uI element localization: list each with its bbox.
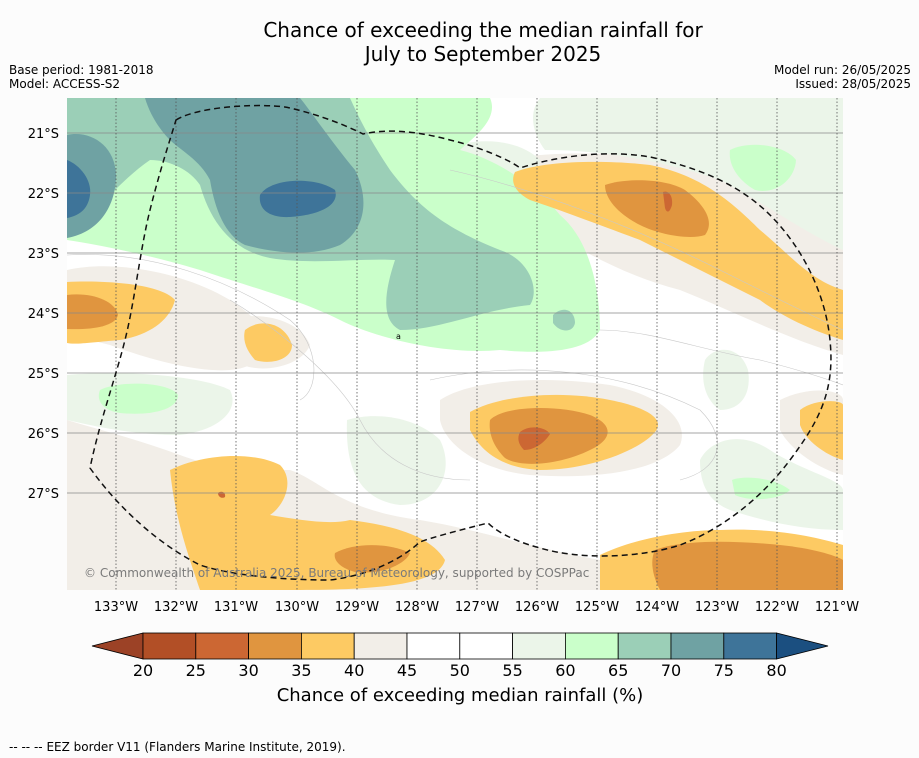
colorbar-tick-label: 50	[450, 661, 470, 680]
lat-label: 27°S	[28, 487, 59, 502]
rain-area-55-60-east	[703, 349, 749, 410]
colorbar-tick-label: 70	[661, 661, 681, 680]
colorbar-segment	[195, 632, 250, 660]
colorbar-segment	[300, 632, 355, 660]
lat-label: 24°S	[28, 307, 59, 322]
contour-line	[429, 369, 718, 481]
colorbar-segment	[565, 632, 619, 660]
copyright-notice: © Commonwealth of Australia 2025, Bureau…	[84, 566, 589, 580]
colorbar-tick-label: 35	[291, 661, 311, 680]
rain-area-55-60-northeast	[533, 98, 843, 250]
lon-label: 128°W	[395, 600, 439, 615]
rain-area-60-65-northeast	[729, 144, 796, 191]
colorbar-tick-label: 40	[344, 661, 364, 680]
colorbar-tick-label: 30	[238, 661, 258, 680]
contour-lines	[67, 169, 843, 481]
colorbar-segment	[459, 632, 513, 660]
lat-label: 25°S	[28, 367, 59, 382]
colorbar-tick-label: 65	[608, 661, 628, 680]
contour-line	[229, 299, 471, 481]
colorbar-extend-high	[776, 632, 829, 660]
longitude-grid	[115, 98, 838, 590]
footer-legend: -- -- -- EEZ border V11 (Flanders Marine…	[9, 740, 346, 754]
eez-legend-text: EEZ border V11 (Flanders Marine Institut…	[46, 740, 346, 754]
rain-area-75-80-center	[259, 180, 336, 218]
base-period: Base period: 1981-2018	[9, 63, 154, 77]
colorbar-tick-label: 75	[714, 661, 734, 680]
colorbar-extend-low	[91, 632, 144, 660]
contour-line	[449, 169, 843, 331]
model-run: Model run: 26/05/2025	[773, 63, 911, 77]
lon-label: 132°W	[154, 600, 198, 615]
colorbar-segment	[248, 632, 302, 660]
lat-label: 22°S	[28, 187, 59, 202]
colorbar-segment	[512, 632, 566, 660]
contour-label: a	[396, 332, 401, 341]
lon-label: 127°W	[455, 600, 499, 615]
colorbar-title: Chance of exceeding median rainfall (%)	[276, 685, 644, 706]
lon-label: 123°W	[695, 600, 739, 615]
eez-legend-symbol: -- -- --	[9, 740, 43, 754]
lat-label: 21°S	[28, 127, 59, 142]
colorbar-tick-label: 55	[502, 661, 522, 680]
colorbar-tick-label: 45	[397, 661, 417, 680]
lon-label: 122°W	[755, 600, 799, 615]
title-line-2: July to September 2025	[364, 42, 602, 66]
rain-area-65-70-small	[553, 309, 575, 331]
rain-area-35-40-west2	[244, 323, 292, 362]
lon-label: 133°W	[94, 600, 138, 615]
lon-label: 124°W	[635, 600, 679, 615]
rain-75-80-areas	[67, 160, 336, 218]
contour-line	[67, 254, 315, 401]
issued-date: Issued: 28/05/2025	[795, 77, 911, 91]
colorbar-tick-label: 80	[766, 661, 786, 680]
rain-area-35-40-northeast	[513, 161, 843, 340]
rain-area-75-80-west	[67, 160, 91, 218]
rain-area-25-30-northeast	[663, 191, 673, 212]
rain-area-60-65-southeast	[732, 477, 790, 500]
lat-label: 26°S	[28, 427, 59, 442]
lon-label: 130°W	[275, 600, 319, 615]
latitude-grid	[67, 132, 843, 494]
lat-label: 23°S	[28, 247, 59, 262]
eez-border	[89, 104, 832, 581]
colorbar-segment	[723, 632, 777, 660]
rain-area-30-35-southeast	[652, 541, 843, 590]
lon-label: 125°W	[575, 600, 619, 615]
rain-area-35-40-east	[800, 401, 843, 460]
lon-label: 131°W	[214, 600, 258, 615]
contour-line	[599, 329, 843, 386]
rain-area-30-35-northeast	[605, 180, 709, 237]
rain-area-30-35-south	[334, 545, 410, 573]
lon-label: 129°W	[335, 600, 379, 615]
lon-label: 126°W	[515, 600, 559, 615]
meta-left: Base period: 1981-2018 Model: ACCESS-S2	[9, 63, 154, 91]
colorbar-segment	[670, 632, 725, 660]
model-name: Model: ACCESS-S2	[9, 77, 121, 91]
colorbar	[91, 632, 829, 660]
lon-label: 121°W	[815, 600, 859, 615]
meta-right: Model run: 26/05/2025 Issued: 28/05/2025	[774, 63, 911, 91]
latitude-labels: 21°S 22°S 23°S 24°S 25°S 26°S 27°S	[28, 127, 59, 502]
colorbar-segment	[617, 632, 672, 660]
colorbar-tick-label: 25	[186, 661, 206, 680]
title-line-1: Chance of exceeding the median rainfall …	[263, 18, 703, 42]
colorbar-tick-label: 60	[555, 661, 575, 680]
colorbar-tick-labels: 20 25 30 35 40 45 50 55 60 65 70 75 80	[133, 661, 787, 680]
longitude-labels: 133°W 132°W 131°W 130°W 129°W 128°W 127°…	[94, 600, 859, 615]
map-area: a © Commonwealth of Australia 2025, Bure…	[67, 98, 843, 590]
colorbar-tick-label: 20	[133, 661, 153, 680]
rain-area-30-35-west	[67, 294, 118, 330]
map-title: Chance of exceeding the median rainfall …	[0, 18, 919, 66]
colorbar-segment	[353, 632, 408, 660]
rain-area-60-65-west	[98, 383, 178, 414]
colorbar-segment	[406, 632, 461, 660]
colorbar-segment	[142, 632, 197, 660]
